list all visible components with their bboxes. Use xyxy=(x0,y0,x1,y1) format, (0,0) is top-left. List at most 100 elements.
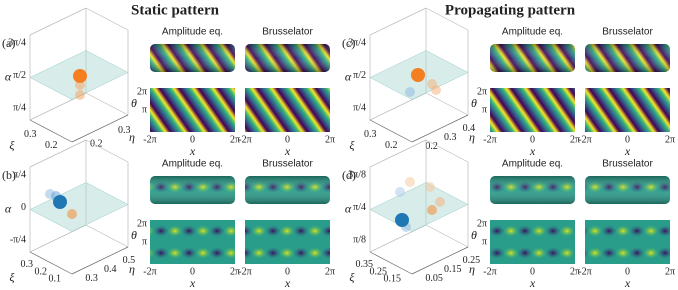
box-edge xyxy=(369,119,413,143)
model-title: Amplitude eq. xyxy=(502,27,563,38)
panel-label: (d) xyxy=(342,168,356,182)
x-tick-label: 2π xyxy=(570,266,580,277)
x-label: x xyxy=(529,144,536,158)
x-tick-label: 2π xyxy=(665,134,675,145)
x-tick-label: 2π xyxy=(230,266,240,277)
theta-tick-label: π xyxy=(482,104,487,115)
eta-tick-label: 0.2 xyxy=(425,141,438,152)
alpha-label: α xyxy=(345,69,352,83)
eta-tick-label: 0.3 xyxy=(85,273,98,284)
xi-tick-label: 0.1 xyxy=(49,274,62,285)
alpha-tick-label: π/2 xyxy=(13,70,26,81)
eta-tick-label: 0.25 xyxy=(463,255,481,266)
alpha-tick-label: 3π/4 xyxy=(8,37,26,48)
eta-label: η xyxy=(129,130,135,144)
box-edge xyxy=(85,224,129,248)
theta-label: θ xyxy=(471,96,477,110)
theta-tick-label: 2π xyxy=(477,218,487,229)
x-tick-label: 0 xyxy=(530,134,535,145)
trajectory-point xyxy=(53,195,67,209)
alpha-tick-label: π/8 xyxy=(353,234,366,245)
eta-tick-label: 0.4 xyxy=(463,123,476,134)
box-edge xyxy=(29,119,73,143)
x-tick-label: 0 xyxy=(190,266,195,277)
box-edge xyxy=(369,139,427,168)
x-tick-label: -2π xyxy=(143,134,156,145)
alpha-label: α xyxy=(345,201,352,215)
trajectory-point xyxy=(435,197,445,207)
trajectory-point xyxy=(75,90,85,100)
xi-tick-label: 0.3 xyxy=(364,129,377,140)
box-edge xyxy=(29,139,87,168)
title: Static pattern xyxy=(131,2,220,18)
box-edge xyxy=(29,251,73,275)
alpha-tick-label: π/4 xyxy=(13,102,26,113)
theta-tick-label: 2π xyxy=(137,86,147,97)
trajectory-point xyxy=(411,68,425,82)
alpha-tick-label: 0 xyxy=(21,202,26,213)
x-label: x xyxy=(624,276,631,290)
box-edge xyxy=(71,246,129,275)
box-edge xyxy=(29,7,87,36)
x-tick-label: 2π xyxy=(325,266,335,277)
x-tick-label: -2π xyxy=(578,134,591,145)
panel-label: (c) xyxy=(342,36,355,50)
trajectory-point xyxy=(427,205,437,215)
x-tick-label: 0 xyxy=(625,134,630,145)
heatmap xyxy=(245,220,330,264)
heatmap xyxy=(585,220,670,264)
eta-tick-label: 0.05 xyxy=(425,273,443,284)
theta-label: θ xyxy=(471,228,477,242)
box-edge xyxy=(71,114,129,143)
x-tick-label: 0 xyxy=(285,134,290,145)
x-tick-label: -2π xyxy=(238,134,251,145)
alpha-label: α xyxy=(5,201,12,215)
trajectory-point xyxy=(405,87,415,97)
box-edge xyxy=(369,251,413,275)
x-tick-label: -2π xyxy=(238,266,251,277)
theta-tick-label: 2π xyxy=(477,86,487,97)
alpha-tick-label: 3π/4 xyxy=(348,37,366,48)
trajectory-point xyxy=(427,79,437,89)
trajectory-point xyxy=(73,69,87,83)
eta-tick-label: 0.4 xyxy=(104,264,117,275)
cylinder-shade xyxy=(490,176,575,204)
cylinder-shade xyxy=(245,44,330,72)
xi-tick-label: 0.15 xyxy=(384,274,402,285)
title: Propagating pattern xyxy=(445,2,576,18)
x-label: x xyxy=(624,144,631,158)
box-edge xyxy=(425,92,469,116)
xi-tick-label: 0.2 xyxy=(385,140,398,151)
box-edge xyxy=(85,92,129,116)
x-label: x xyxy=(284,276,291,290)
eta-tick-label: 0.5 xyxy=(123,255,135,266)
cylinder-shade xyxy=(245,176,330,204)
heatmap xyxy=(150,220,235,264)
box-edge xyxy=(85,139,129,163)
cylinder-shade xyxy=(150,176,235,204)
theta-tick-label: 2π xyxy=(137,218,147,229)
trajectory-point xyxy=(395,213,409,227)
trajectory-point xyxy=(405,177,415,187)
model-title: Brusselator xyxy=(262,159,313,170)
cylinder-shade xyxy=(150,44,235,72)
xi-tick-label: 0.35 xyxy=(356,259,374,270)
eta-tick-label: 0.3 xyxy=(444,132,457,143)
box-edge xyxy=(369,7,427,36)
model-title: Amplitude eq. xyxy=(162,27,223,38)
x-tick-label: -2π xyxy=(143,266,156,277)
x-tick-label: 0 xyxy=(530,266,535,277)
x-tick-label: 0 xyxy=(190,134,195,145)
xi-tick-label: 0.25 xyxy=(370,266,388,277)
cylinder-shade xyxy=(585,44,670,72)
xi-label: ξ xyxy=(349,270,355,284)
theta-label: θ xyxy=(131,228,137,242)
box-edge xyxy=(425,224,469,248)
x-tick-label: 2π xyxy=(325,134,335,145)
model-title: Brusselator xyxy=(602,27,653,38)
model-title: Amplitude eq. xyxy=(502,159,563,170)
alpha-tick-label: π/2 xyxy=(353,70,366,81)
box-edge xyxy=(425,139,469,163)
theta-tick-label: π xyxy=(482,236,487,247)
